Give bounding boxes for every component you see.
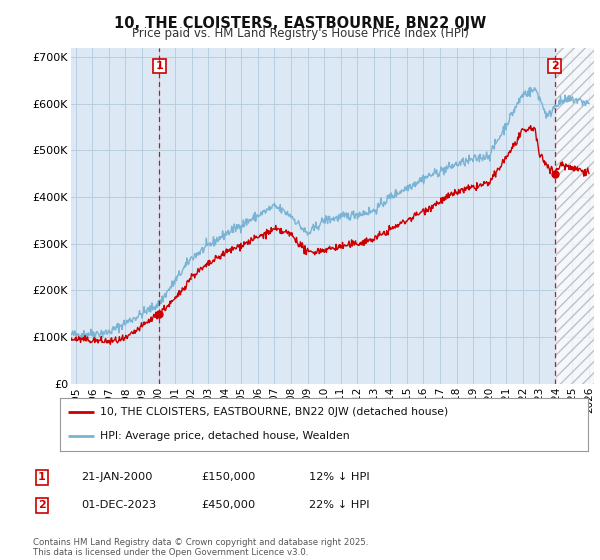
Text: 22% ↓ HPI: 22% ↓ HPI [309, 500, 370, 510]
Bar [556, 48, 594, 384]
Text: 10, THE CLOISTERS, EASTBOURNE, BN22 0JW (detached house): 10, THE CLOISTERS, EASTBOURNE, BN22 0JW … [100, 407, 448, 417]
Text: 12% ↓ HPI: 12% ↓ HPI [309, 472, 370, 482]
Text: 01-DEC-2023: 01-DEC-2023 [81, 500, 156, 510]
Text: 2: 2 [551, 61, 559, 71]
Text: 2: 2 [38, 500, 46, 510]
Text: £450,000: £450,000 [201, 500, 255, 510]
Text: £150,000: £150,000 [201, 472, 256, 482]
Bar [556, 48, 594, 384]
Text: 21-JAN-2000: 21-JAN-2000 [81, 472, 152, 482]
Text: 1: 1 [155, 61, 163, 71]
Text: 10, THE CLOISTERS, EASTBOURNE, BN22 0JW: 10, THE CLOISTERS, EASTBOURNE, BN22 0JW [114, 16, 486, 31]
Text: Contains HM Land Registry data © Crown copyright and database right 2025.
This d: Contains HM Land Registry data © Crown c… [33, 538, 368, 557]
Text: Price paid vs. HM Land Registry's House Price Index (HPI): Price paid vs. HM Land Registry's House … [131, 27, 469, 40]
Text: 1: 1 [38, 472, 46, 482]
Text: HPI: Average price, detached house, Wealden: HPI: Average price, detached house, Weal… [100, 431, 349, 441]
